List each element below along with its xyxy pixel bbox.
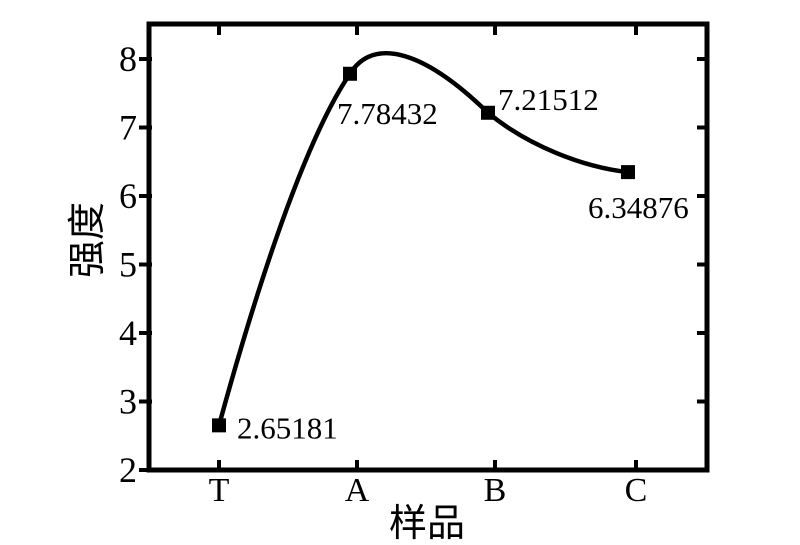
plot-frame <box>146 21 710 473</box>
point-value-label: 7.78432 <box>337 96 438 131</box>
data-curve <box>216 51 631 428</box>
x-category-label: C <box>625 472 648 509</box>
data-point-marker <box>621 165 635 180</box>
x-category-label: B <box>484 472 507 509</box>
y-tick-label: 7 <box>119 108 137 148</box>
y-tick-label: 6 <box>119 176 137 216</box>
point-value-label: 2.65181 <box>237 410 338 445</box>
x-category-label: A <box>345 472 370 509</box>
data-point-marker <box>212 418 226 433</box>
y-tick-label: 3 <box>119 382 137 422</box>
point-value-label: 7.21512 <box>498 82 599 117</box>
point-label-group: 2.65181 7.78432 7.21512 6.34876 <box>237 82 689 446</box>
y-tick-label: 8 <box>119 39 137 79</box>
data-curve-group <box>216 51 631 428</box>
data-point-marker <box>481 105 495 120</box>
x-category-label: T <box>209 472 230 509</box>
y-tick-label: 2 <box>119 450 137 490</box>
data-marker-group <box>212 66 635 433</box>
y-tick-label: 4 <box>119 313 137 353</box>
point-value-label: 6.34876 <box>588 190 689 225</box>
y-tick-labels: 2 3 4 5 6 7 8 <box>119 39 137 490</box>
x-axis-title: 样品 <box>389 503 465 545</box>
y-tick-label: 5 <box>119 245 137 285</box>
y-axis-title: 强度 <box>67 202 109 278</box>
data-point-marker <box>343 66 357 81</box>
